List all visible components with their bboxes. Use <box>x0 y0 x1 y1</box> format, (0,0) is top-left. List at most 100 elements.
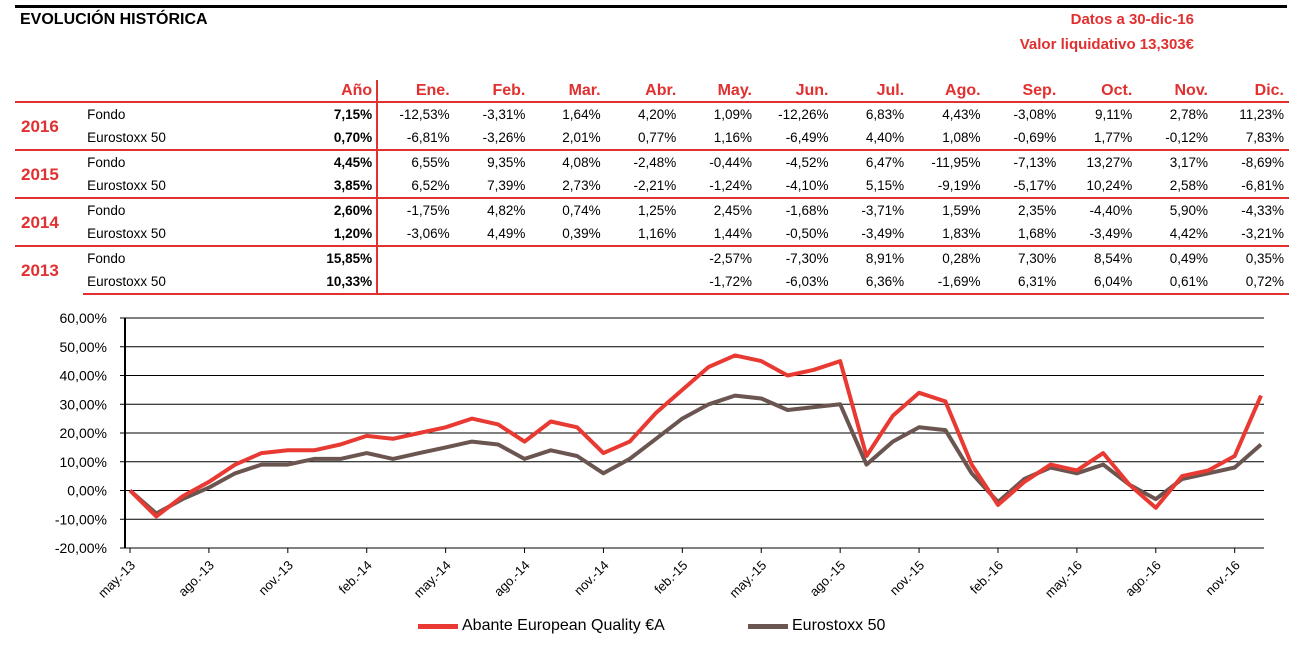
monthly-return: 13,27% <box>1061 149 1138 174</box>
monthly-return: 4,42% <box>1169 226 1208 241</box>
monthly-return: -0,12% <box>1165 130 1208 145</box>
monthly-return: 1,77% <box>1094 130 1133 145</box>
monthly-return: 5,15% <box>865 178 905 193</box>
monthly-return: 2,35% <box>985 197 1062 222</box>
monthly-return: -4,40% <box>1061 197 1138 222</box>
monthly-return: -6,81% <box>1241 178 1284 193</box>
header-empty-name <box>83 80 305 102</box>
annual-return: 3,85% <box>304 174 379 198</box>
monthly-return: -4,33% <box>1212 197 1289 222</box>
monthly-return: 4,49% <box>487 226 526 241</box>
legend-item-fund: Abante European Quality €A <box>418 617 665 635</box>
row-name: Eurostoxx 50 <box>87 178 166 193</box>
monthly-return: 0,61% <box>1137 270 1213 295</box>
monthly-return: 0,77% <box>638 130 677 145</box>
y-tick-label: -20,00% <box>55 540 107 556</box>
row-name: Fondo <box>83 149 305 174</box>
x-tick-label: ago.-14 <box>491 558 533 600</box>
monthly-return: -2,57% <box>681 245 757 270</box>
monthly-return: -3,08% <box>985 101 1062 126</box>
monthly-return: 5,90% <box>1137 197 1213 222</box>
y-tick-label: 30,00% <box>60 396 107 412</box>
monthly-return: 6,83% <box>833 101 910 126</box>
monthly-return: 1,09% <box>681 101 757 126</box>
monthly-return: 4,43% <box>909 101 986 126</box>
monthly-return: 1,16% <box>713 130 752 145</box>
monthly-return: 7,30% <box>985 245 1062 270</box>
legend-swatch-fund <box>418 623 458 629</box>
y-tick-label: 10,00% <box>60 454 107 470</box>
series-line-fund <box>128 353 1263 519</box>
x-tick-label: ago.-15 <box>806 558 848 600</box>
monthly-return: -3,71% <box>833 197 910 222</box>
header-month-mar: Mar. <box>568 81 601 99</box>
monthly-return: 6,55% <box>377 149 455 174</box>
monthly-return: 0,49% <box>1137 245 1213 270</box>
header-month-may: May. <box>717 81 752 99</box>
header-month-ago: Ago. <box>945 81 981 99</box>
monthly-return: 1,08% <box>942 130 981 145</box>
row-name: Eurostoxx 50 <box>87 130 166 145</box>
y-tick-label: -10,00% <box>55 511 107 527</box>
x-tick-label: nov.-13 <box>255 558 296 599</box>
row-name: Fondo <box>83 197 305 222</box>
header-anio: Año <box>304 80 379 102</box>
legend-label-index: Eurostoxx 50 <box>792 617 886 634</box>
x-tick-label: feb.-15 <box>651 558 690 597</box>
header-month-ene: Ene. <box>415 81 450 99</box>
monthly-return: 7,39% <box>487 178 526 193</box>
monthly-return: -12,53% <box>377 101 455 126</box>
row-name: Eurostoxx 50 <box>87 226 166 241</box>
monthly-return: -4,52% <box>756 149 834 174</box>
monthly-return: -0,50% <box>785 226 829 241</box>
monthly-return: 9,11% <box>1061 101 1138 126</box>
x-tick-label: feb.-16 <box>967 558 1006 597</box>
annual-return: 0,70% <box>304 126 379 150</box>
row-name: Fondo <box>83 101 305 126</box>
y-tick-label: 0,00% <box>67 483 107 499</box>
monthly-return: 7,83% <box>1245 130 1284 145</box>
monthly-return: -5,17% <box>1013 178 1057 193</box>
monthly-return: -4,10% <box>785 178 829 193</box>
monthly-return: 1,59% <box>909 197 986 222</box>
monthly-return: -6,81% <box>406 130 450 145</box>
header-month-nov: Nov. <box>1174 81 1208 99</box>
monthly-return: 1,83% <box>942 226 981 241</box>
monthly-return: 8,54% <box>1061 245 1138 270</box>
monthly-return: -6,03% <box>756 270 834 295</box>
table-row: Eurostoxx 50 10,33% -1,72% -6,03% 6,36% -1,69… <box>15 270 1289 295</box>
y-tick-label: 20,00% <box>60 425 107 441</box>
header-month-jun: Jun. <box>795 81 829 99</box>
year-label: 2013 <box>15 245 84 294</box>
row-name: Eurostoxx 50 <box>83 270 305 295</box>
monthly-return: 11,23% <box>1212 101 1289 126</box>
monthly-return: 0,35% <box>1212 245 1289 270</box>
monthly-return: 9,35% <box>454 149 531 174</box>
monthly-return: 6,52% <box>411 178 450 193</box>
x-tick-label: may.-16 <box>1042 558 1085 601</box>
x-tick-label: ago.-13 <box>175 558 217 600</box>
table-row: 2013 Fondo 15,85% -2,57% -7,30% 8,91% 0,28% 7,3… <box>15 245 1289 294</box>
monthly-return: 3,17% <box>1137 149 1213 174</box>
table-row: Eurostoxx 50 1,20% -3,06% 4,49% 0,39% 1,16% 1,… <box>15 222 1289 246</box>
monthly-return: 6,31% <box>985 270 1062 295</box>
monthly-return: 6,36% <box>833 270 910 295</box>
monthly-return: -11,95% <box>909 149 986 174</box>
annual-return: 1,20% <box>304 222 379 246</box>
monthly-return: -3,49% <box>1089 226 1133 241</box>
date-label: Datos a 30-dic-16 <box>1070 11 1194 28</box>
header-month-sep: Sep. <box>1022 81 1057 99</box>
monthly-return: 4,20% <box>605 101 682 126</box>
nav-label: Valor liquidativo 13,303€ <box>1019 36 1194 53</box>
table-row: 2015 Fondo 4,45% 6,55% 9,35% 4,08% -2,48% -0,44… <box>15 149 1289 198</box>
monthly-return <box>605 245 682 270</box>
monthly-return: 0,28% <box>909 245 986 270</box>
monthly-return: 1,16% <box>638 226 677 241</box>
monthly-return: -1,68% <box>756 197 834 222</box>
monthly-return: 0,72% <box>1212 270 1289 295</box>
returns-table: Año Ene. Feb. Mar. Abr. May. Jun. Jul. A… <box>15 80 1289 295</box>
monthly-return: 10,24% <box>1086 178 1133 193</box>
table-row: 2016 Fondo 7,15% -12,53% -3,31% 1,64% 4,20% 1,0… <box>15 101 1289 150</box>
monthly-return <box>530 245 606 270</box>
monthly-return: 2,45% <box>681 197 757 222</box>
